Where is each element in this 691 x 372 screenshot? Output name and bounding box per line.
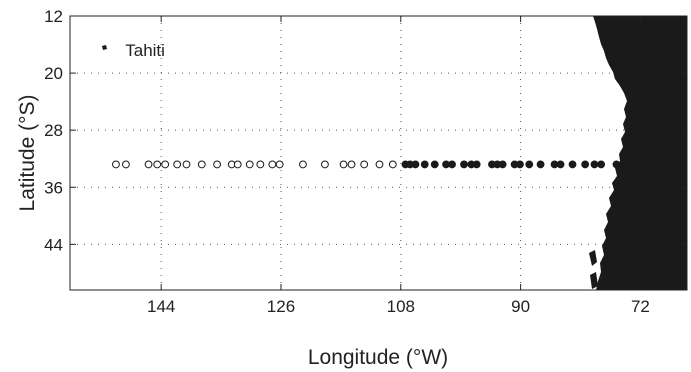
filled-station-point [430, 160, 439, 169]
filled-station-point [411, 160, 420, 169]
open-station-point [347, 160, 356, 169]
open-station-point [233, 160, 242, 169]
y-tick-label: 20 [44, 64, 63, 83]
filled-station-point [612, 160, 621, 169]
filled-station-point [568, 160, 577, 169]
island-fragment [590, 272, 598, 289]
filled-station-point [472, 160, 481, 169]
open-station-point [153, 160, 162, 169]
filled-station-point [620, 160, 629, 169]
y-axis-ticks: 12 20 28 36 44 [44, 7, 687, 254]
filled-station-point [460, 160, 468, 169]
filled-station-point [639, 160, 647, 169]
open-station-point [388, 160, 397, 169]
open-station-point [161, 160, 170, 169]
tahiti-island [102, 45, 107, 50]
filled-station-point [536, 160, 545, 169]
filled-station-point [498, 160, 507, 169]
filled-circle-series [401, 160, 647, 169]
y-axis-label: Latitude (°S) [16, 95, 39, 212]
open-station-point [375, 160, 384, 169]
open-station-point [245, 160, 254, 169]
open-station-point [275, 160, 284, 169]
open-station-point [173, 160, 182, 169]
open-station-point [182, 160, 191, 169]
y-tick-label: 28 [44, 121, 63, 140]
x-tick-label: 108 [387, 297, 415, 316]
grid-lines [70, 16, 687, 290]
x-tick-label: 126 [267, 297, 295, 316]
open-station-point [299, 160, 307, 169]
south-america-coast [102, 16, 687, 290]
open-station-point [360, 160, 369, 169]
filled-station-point [581, 160, 590, 169]
place-label-tahiti: Tahiti [125, 41, 165, 60]
y-tick-label: 12 [44, 7, 63, 26]
y-tick-label: 44 [44, 235, 63, 254]
south-america-landmass [593, 16, 687, 290]
map-annotations: Tahiti [125, 41, 165, 60]
open-circle-series [112, 160, 397, 169]
plot-frame [69, 15, 688, 291]
open-station-point [256, 160, 265, 169]
island-fragment [589, 250, 597, 266]
x-tick-label: 72 [631, 297, 650, 316]
x-axis-label: Longitude (°W) [308, 346, 448, 369]
filled-station-point [590, 160, 599, 169]
open-station-point [339, 160, 348, 169]
open-station-point [268, 160, 277, 169]
x-axis-ticks: 144 126 108 90 72 [147, 16, 650, 316]
x-tick-label: 90 [511, 297, 530, 316]
open-station-point [197, 160, 206, 169]
open-station-point [321, 160, 329, 169]
filled-station-point [597, 160, 606, 169]
filled-station-point [525, 160, 534, 169]
filled-station-point [448, 160, 456, 169]
open-station-point [144, 160, 153, 169]
filled-station-point [556, 160, 565, 169]
filled-station-point [516, 160, 524, 169]
y-tick-label: 36 [44, 178, 63, 197]
open-station-point [122, 160, 130, 169]
x-tick-label: 144 [147, 297, 175, 316]
filled-station-point [420, 160, 429, 169]
open-station-point [112, 160, 120, 169]
open-station-point [213, 160, 221, 169]
